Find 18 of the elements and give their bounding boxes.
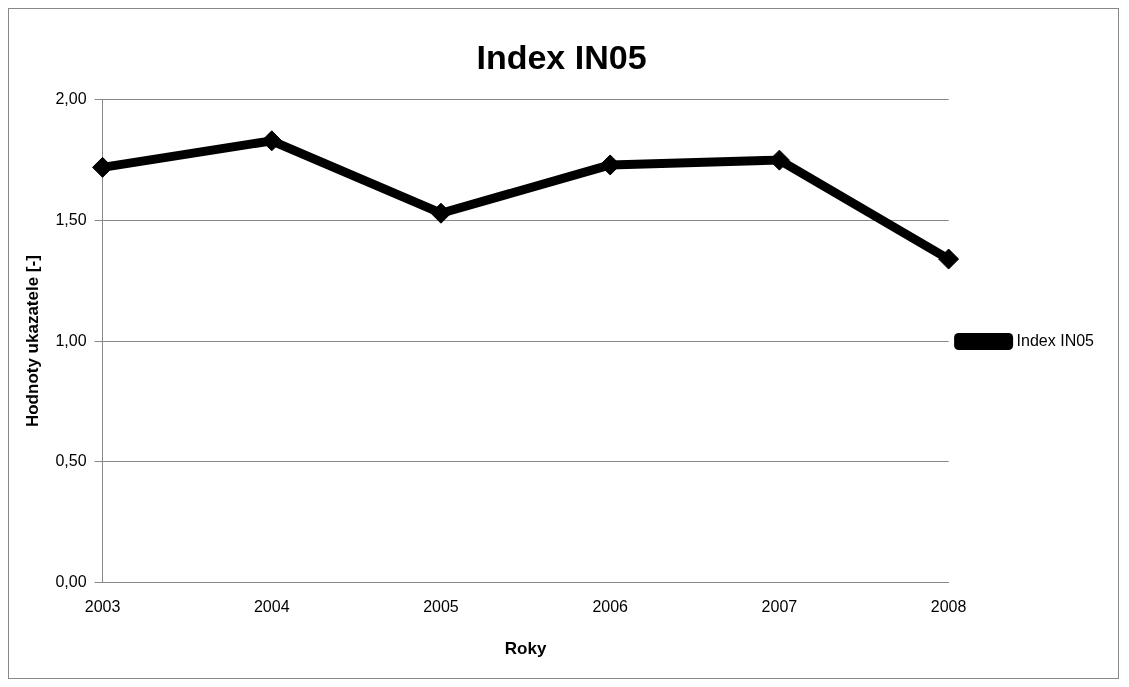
point (261, 130, 283, 152)
x-tick-label: 2005 (423, 598, 459, 616)
point (938, 248, 960, 270)
y-tick-label: 2,00 (55, 90, 87, 108)
x-tick-label: 2003 (84, 598, 121, 616)
x-axis-title: Roky (504, 639, 547, 659)
y-tick-label: 1,50 (55, 210, 87, 228)
legend-label: Index IN05 (1016, 331, 1095, 349)
y-axis-title: Hodnoty ukazatele [-] (22, 255, 42, 428)
y-tick-label: 1,00 (55, 331, 87, 349)
x-tick-label: 2004 (253, 598, 290, 616)
x-tick-label: 2008 (930, 598, 967, 616)
chart-title: Index IN05 (476, 37, 647, 76)
x-tick-label: 2007 (761, 598, 798, 616)
y-tick-label: 0,00 (55, 572, 87, 590)
y-tick-label: 0,50 (55, 452, 87, 470)
x-tick-label: 2006 (592, 598, 629, 616)
point (430, 202, 452, 224)
